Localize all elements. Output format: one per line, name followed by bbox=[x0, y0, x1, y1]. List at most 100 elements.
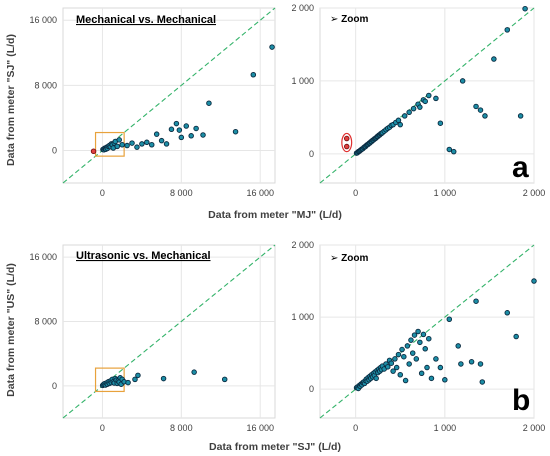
data-point bbox=[479, 379, 486, 385]
panel-a-zoom-title: ➢ Zoom bbox=[330, 14, 368, 25]
data-point bbox=[144, 139, 150, 146]
panel-a-full: 0 8 000 16 000 0 8 000 16 000 bbox=[29, 7, 276, 198]
data-point bbox=[153, 131, 160, 137]
row-b-y-axis-title: Data from meter "US" (L/d) bbox=[5, 263, 17, 397]
data-point bbox=[410, 105, 417, 112]
data-point bbox=[116, 137, 122, 143]
data-point bbox=[200, 132, 206, 138]
panel-b-full: 0 8 000 16 000 0 8 000 16 000 bbox=[29, 244, 276, 433]
x-tick-label: 0 bbox=[100, 188, 105, 198]
data-point bbox=[426, 92, 432, 99]
data-point bbox=[168, 126, 175, 133]
x-tick-label: 1 000 bbox=[434, 423, 457, 433]
one-to-one-line bbox=[62, 7, 276, 184]
y-tick-label: 0 bbox=[309, 384, 314, 394]
data-point bbox=[114, 143, 120, 150]
data-point bbox=[406, 361, 412, 367]
y-tick-label: 2 000 bbox=[291, 240, 314, 250]
data-point bbox=[428, 375, 435, 382]
y-tick-label: 0 bbox=[309, 149, 314, 159]
data-point bbox=[517, 113, 524, 119]
x-tick-label: 0 bbox=[100, 423, 105, 433]
x-tick-label: 2 000 bbox=[523, 188, 546, 198]
data-point bbox=[206, 100, 212, 106]
data-point bbox=[134, 144, 140, 150]
data-point bbox=[397, 121, 404, 128]
data-point bbox=[522, 5, 528, 12]
data-point bbox=[191, 369, 197, 375]
y-tick-label: 1 000 bbox=[291, 312, 314, 322]
data-point bbox=[125, 379, 131, 386]
data-point bbox=[385, 364, 391, 370]
one-to-one-line bbox=[319, 244, 535, 419]
panel-b-zoom-title: ➢ Zoom bbox=[330, 253, 368, 264]
y-tick-label: 0 bbox=[52, 381, 57, 391]
panel-a-full-title: Mechanical vs. Mechanical bbox=[76, 14, 216, 26]
panel-a-zoom: 0 1 000 2 000 0 1 000 2 000 bbox=[291, 3, 545, 198]
data-point bbox=[269, 44, 275, 50]
data-point bbox=[232, 128, 239, 135]
data-point bbox=[426, 335, 432, 342]
data-point bbox=[250, 71, 257, 78]
data-point bbox=[124, 142, 130, 149]
y-tick-label: 2 000 bbox=[291, 3, 314, 13]
plot-area bbox=[62, 7, 276, 184]
data-point bbox=[477, 361, 484, 367]
data-point bbox=[433, 95, 439, 102]
data-point bbox=[388, 360, 395, 366]
data-point bbox=[437, 364, 444, 371]
x-tick-label: 16 000 bbox=[246, 188, 274, 198]
data-point bbox=[459, 78, 466, 84]
data-point bbox=[418, 370, 425, 377]
y-tick-label: 16 000 bbox=[29, 252, 57, 262]
data-point bbox=[455, 343, 461, 349]
data-point bbox=[402, 377, 409, 384]
data-point bbox=[401, 353, 407, 360]
x-tick-label: 2 000 bbox=[523, 423, 546, 433]
data-point bbox=[176, 127, 183, 133]
data-point bbox=[451, 148, 457, 155]
data-point bbox=[404, 343, 411, 349]
data-point bbox=[119, 141, 125, 148]
highlighted-data-point bbox=[344, 135, 350, 142]
data-point bbox=[422, 98, 428, 105]
data-point bbox=[408, 337, 414, 343]
data-point bbox=[148, 141, 155, 148]
data-point bbox=[437, 120, 444, 126]
data-point bbox=[173, 120, 180, 127]
data-point bbox=[393, 364, 400, 371]
data-point bbox=[221, 376, 228, 383]
x-tick-label: 0 bbox=[353, 188, 358, 198]
data-point bbox=[183, 123, 190, 129]
panel-b-full-title: Ultrasonic vs. Mechanical bbox=[76, 250, 211, 262]
one-to-one-line bbox=[62, 244, 276, 419]
data-point bbox=[482, 113, 488, 119]
data-point bbox=[446, 316, 453, 322]
data-point bbox=[473, 298, 479, 304]
data-point bbox=[160, 375, 167, 382]
y-tick-label: 8 000 bbox=[34, 316, 57, 326]
x-tick-label: 0 bbox=[353, 423, 358, 433]
data-point bbox=[390, 368, 396, 374]
data-point bbox=[504, 310, 511, 316]
data-point bbox=[468, 359, 475, 365]
data-point bbox=[411, 332, 418, 338]
data-point bbox=[409, 350, 416, 356]
data-point bbox=[442, 377, 448, 383]
outlier-ellipse bbox=[341, 132, 353, 153]
y-tick-label: 1 000 bbox=[291, 76, 314, 86]
data-point bbox=[513, 333, 519, 340]
data-point bbox=[178, 134, 185, 141]
data-point bbox=[531, 278, 537, 284]
x-tick-label: 1 000 bbox=[434, 188, 457, 198]
data-point bbox=[395, 351, 402, 358]
data-point bbox=[401, 113, 408, 119]
data-point bbox=[491, 56, 497, 62]
data-point bbox=[417, 104, 423, 110]
data-point bbox=[188, 133, 194, 139]
row-a-x-axis-title: Data from meter "MJ" (L/d) bbox=[208, 209, 342, 221]
data-point bbox=[433, 356, 439, 362]
data-point bbox=[417, 339, 423, 346]
data-point bbox=[473, 103, 479, 110]
